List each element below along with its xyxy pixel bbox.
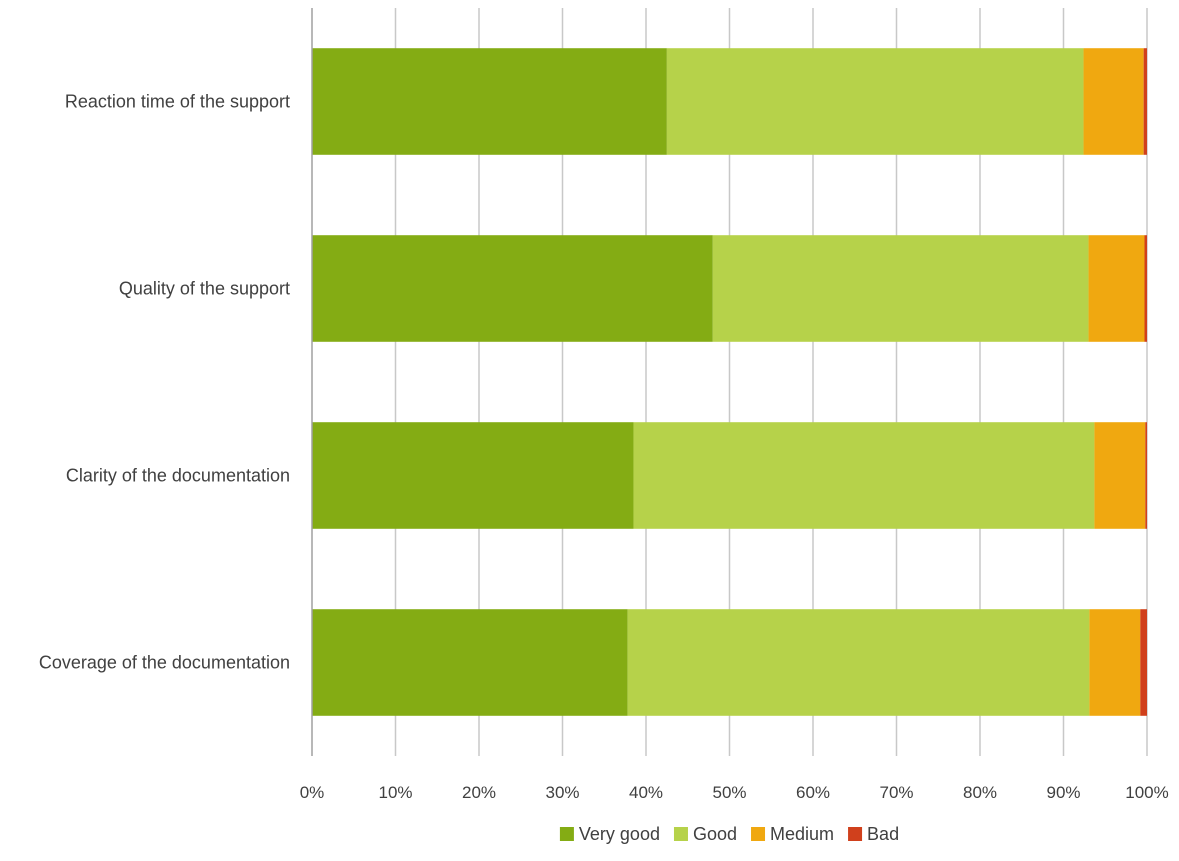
legend-label: Very good [579,824,660,844]
legend-label: Bad [867,824,899,844]
x-tick-label: 60% [796,783,830,802]
x-tick-label: 20% [462,783,496,802]
legend-swatch [673,827,688,841]
legend-swatch [848,827,863,841]
x-tick-label: 0% [300,783,325,802]
legend: Very good Good Medium Bad [559,824,899,844]
bars [312,48,1147,716]
bar-segment-good [627,609,1090,716]
legend-swatch [559,827,574,841]
x-tick-label: 10% [378,783,412,802]
category-label: Coverage of the documentation [39,653,290,673]
bar-segment-very-good [312,48,667,155]
bar-segment-very-good [312,422,634,529]
bar-segment-medium [1088,235,1145,342]
legend-label: Medium [770,824,834,844]
bar-segment-bad [1140,609,1147,716]
bar-segment-bad [1145,422,1147,529]
bar-segment-medium [1083,48,1144,155]
bar-segment-very-good [312,235,713,342]
category-labels: Reaction time of the support Quality of t… [39,92,290,673]
category-label: Reaction time of the support [65,92,290,112]
x-tick-label: 30% [545,783,579,802]
legend-label: Good [693,824,737,844]
x-tick-label: 70% [879,783,913,802]
legend-swatch [751,827,766,841]
x-tick-labels: 0% 10% 20% 30% 40% 50% 60% 70% 80% 90% 100% [300,783,1169,802]
x-tick-label: 40% [629,783,663,802]
bar-segment-good [666,48,1084,155]
bar-segment-good [633,422,1095,529]
x-tick-label: 100% [1125,783,1168,802]
x-tick-label: 50% [712,783,746,802]
bar-segment-medium [1089,609,1141,716]
bar-segment-bad [1144,235,1147,342]
x-tick-label: 80% [963,783,997,802]
bar-segment-bad [1143,48,1147,155]
bar-segment-very-good [312,609,628,716]
category-label: Clarity of the documentation [66,466,290,486]
bar-segment-medium [1094,422,1146,529]
x-tick-label: 90% [1046,783,1080,802]
category-label: Quality of the support [119,279,290,299]
bar-segment-good [712,235,1089,342]
